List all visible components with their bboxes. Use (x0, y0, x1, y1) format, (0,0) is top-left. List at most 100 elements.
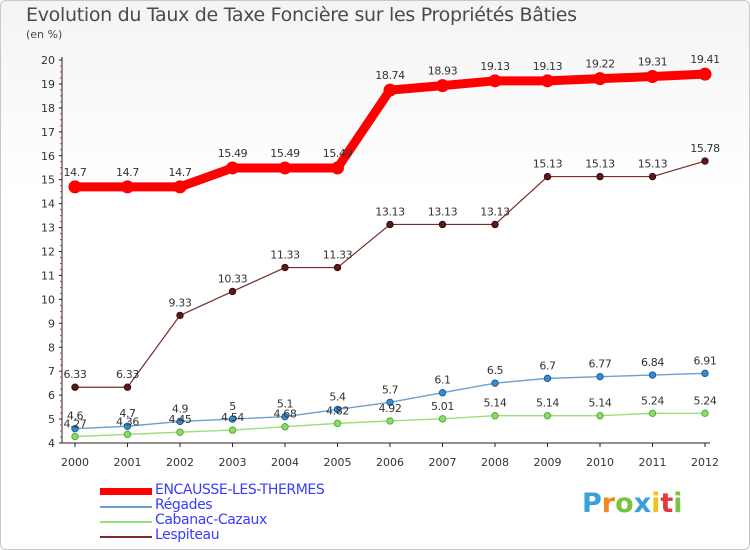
data-label: 11.33 (270, 249, 300, 262)
y-tick-label: 13 (41, 222, 55, 235)
data-label: 19.13 (533, 60, 563, 73)
data-point (386, 398, 394, 407)
data-label: 19.13 (480, 60, 510, 73)
data-label: 14.7 (116, 166, 139, 179)
data-label: 19.41 (690, 53, 720, 66)
x-tick-label: 2011 (639, 456, 667, 469)
data-point (646, 70, 659, 84)
data-label: 5.7 (382, 383, 399, 396)
logo-letter: x (633, 488, 652, 519)
y-tick-label: 9 (48, 317, 55, 330)
legend-label-lespiteau: Lespiteau (155, 527, 220, 543)
y-tick-label: 8 (48, 341, 55, 354)
data-label: 15.49 (270, 147, 300, 160)
legend-swatch-cabanac (100, 521, 152, 523)
x-tick-label: 2003 (219, 456, 247, 469)
data-point (333, 405, 342, 414)
data-point (596, 172, 604, 181)
data-point (71, 383, 79, 391)
legend-label-encausse: ENCAUSSE-LES-THERMES (155, 482, 325, 498)
y-tick-label: 11 (41, 269, 55, 282)
data-label: 4.7 (119, 407, 136, 420)
x-tick-label: 2012 (691, 456, 719, 469)
y-tick-label: 19 (41, 78, 55, 91)
x-tick-label: 2000 (61, 456, 89, 469)
data-point (333, 263, 342, 272)
data-label: 9.33 (169, 296, 192, 309)
data-point (71, 432, 79, 441)
logo-letter: r (601, 488, 616, 519)
data-label: 4.45 (169, 413, 192, 426)
x-tick-label: 2001 (114, 456, 142, 469)
data-point (596, 412, 604, 420)
data-point (701, 369, 709, 378)
x-tick-label: 2010 (586, 456, 614, 469)
data-label: 6.91 (694, 354, 717, 367)
data-point (123, 422, 132, 430)
data-point (648, 409, 657, 418)
series-line-3 (74, 160, 706, 388)
data-label: 18.74 (375, 69, 405, 82)
legend-swatch-encausse (100, 488, 152, 495)
data-label: 19.31 (638, 56, 668, 69)
data-label: 6.5 (487, 364, 504, 377)
y-tick-label: 20 (41, 54, 55, 67)
data-point (491, 220, 499, 229)
data-point (701, 157, 709, 165)
data-point (228, 287, 237, 296)
x-tick-label: 2006 (376, 456, 404, 469)
y-tick-label: 7 (48, 365, 55, 378)
data-point (173, 180, 187, 194)
data-label: 5.14 (589, 397, 612, 410)
data-label: 15.13 (533, 158, 563, 171)
data-label: 6.33 (64, 368, 87, 381)
data-label: 6.1 (434, 374, 450, 387)
data-point (278, 161, 292, 175)
data-point (281, 412, 289, 421)
data-point (226, 161, 239, 175)
chart-title: Evolution du Taux de Taxe Foncière sur l… (26, 4, 577, 26)
data-label: 5.01 (431, 400, 454, 413)
data-label: 6.84 (641, 356, 664, 369)
data-point (333, 419, 342, 428)
y-tick-label: 10 (41, 293, 55, 306)
data-point (648, 172, 657, 181)
data-label: 15.13 (585, 158, 615, 171)
data-label: 6.33 (116, 368, 139, 381)
logo-letter: i (673, 488, 683, 519)
data-point (438, 220, 447, 229)
logo-letter: i (651, 488, 661, 519)
data-point (436, 79, 449, 93)
data-point (543, 374, 552, 383)
data-label: 14.7 (169, 166, 192, 179)
data-label: 15.78 (690, 142, 720, 155)
data-label: 5.4 (329, 390, 346, 403)
y-tick-label: 16 (41, 150, 55, 163)
data-point (281, 263, 289, 272)
x-tick-label: 2009 (534, 456, 562, 469)
y-tick-label: 6 (48, 389, 55, 402)
x-tick-label: 2007 (429, 456, 457, 469)
data-label: 11.33 (323, 249, 353, 262)
y-tick-label: 5 (48, 413, 55, 426)
data-point (438, 415, 447, 423)
logo-letter: o (615, 488, 634, 519)
data-point (176, 428, 184, 436)
data-point (543, 172, 552, 181)
data-point (438, 389, 447, 397)
y-tick-label: 14 (41, 198, 55, 211)
data-label: 10.33 (218, 272, 248, 285)
data-label: 13.13 (480, 205, 510, 218)
data-label: 4.92 (379, 402, 402, 415)
logo-letter: P (582, 488, 602, 519)
data-label: 4.82 (326, 404, 349, 417)
data-point (596, 372, 604, 381)
y-tick-label: 4 (48, 437, 55, 450)
data-label: 5.24 (641, 394, 664, 407)
data-label: 6.77 (589, 358, 612, 371)
data-point (491, 412, 499, 420)
data-point (593, 72, 607, 86)
data-label: 14.7 (64, 166, 87, 179)
data-label: 5 (229, 400, 236, 413)
